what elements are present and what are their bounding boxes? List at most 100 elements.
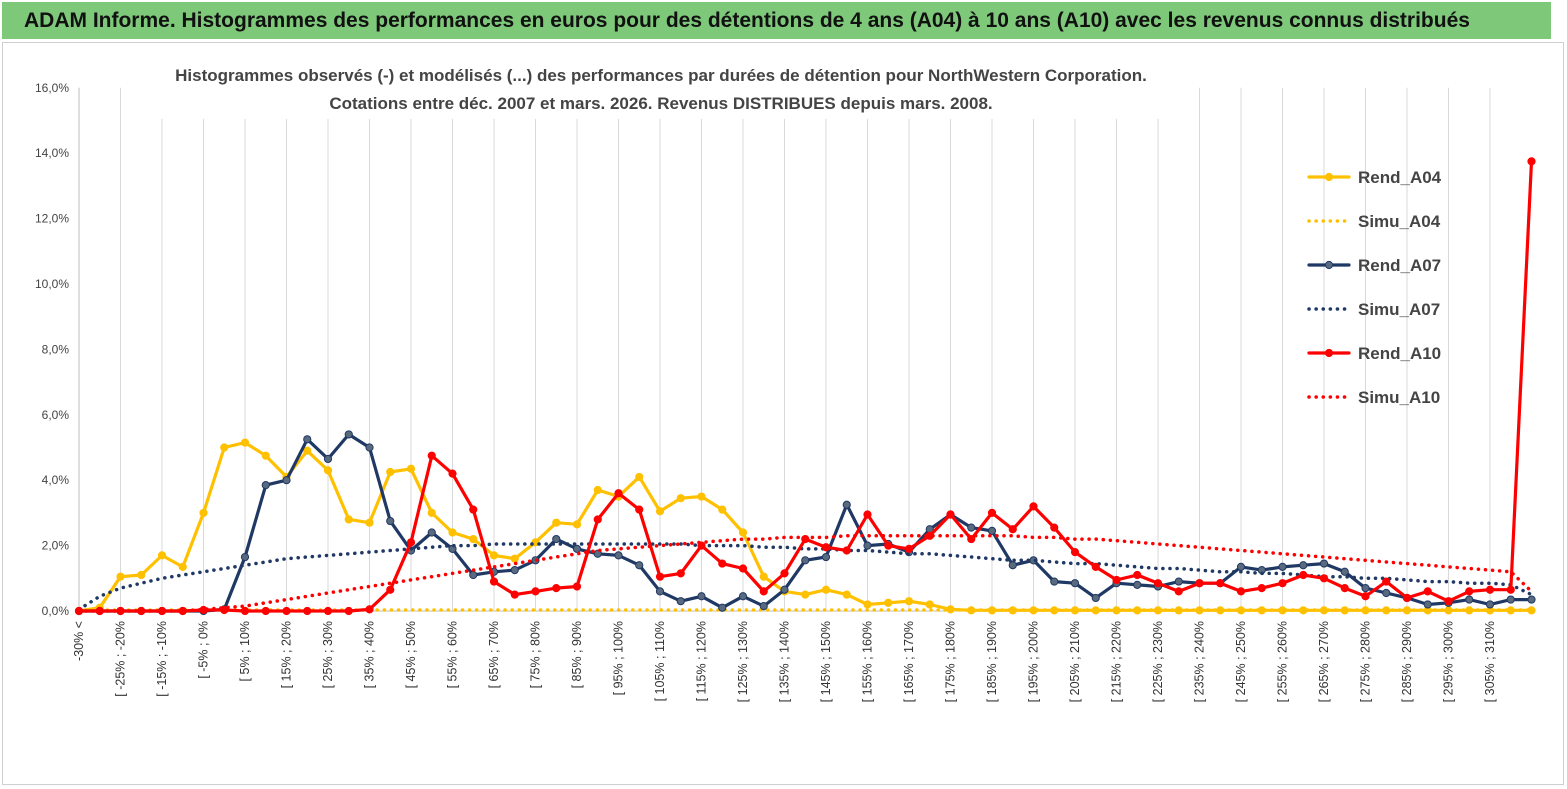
data-point-rend_a10 [655,572,665,581]
data-point-rend_a07 [635,561,644,570]
data-point-rend_a10 [1070,548,1080,557]
data-point-rend_a04 [240,438,250,447]
y-tick-label: 2,0% [42,539,70,553]
data-point-rend_a10 [863,510,872,519]
data-point-rend_a07 [427,528,436,537]
x-tick-label: [ 135% ; 140% [778,621,792,702]
x-tick-label: [ 305% ; 310% [1483,621,1497,702]
data-point-rend_a10 [1257,584,1266,593]
data-point-rend_a07 [510,566,519,575]
data-point-rend_a04 [801,590,810,599]
data-point-rend_a10 [1216,579,1225,588]
data-point-rend_a10 [489,577,499,586]
legend-marker-rend_a07 [1324,260,1334,270]
data-point-rend_a07 [469,570,478,580]
data-point-rend_a10 [1382,577,1391,586]
series-line-simu_a07 [77,542,1534,612]
data-point-rend_a04 [386,467,395,477]
y-tick-label: 0,0% [42,604,70,618]
data-point-rend_a10 [448,469,457,478]
data-point-rend_a07 [1070,579,1080,588]
data-point-rend_a07 [1299,561,1308,570]
y-tick-label: 4,0% [42,473,70,487]
chart-subtitle: Cotations entre déc. 2007 et mars. 2026.… [329,94,992,113]
x-tick-label: [ 15% ; 20% [280,621,294,688]
data-point-rend_a07 [697,592,706,601]
data-point-rend_a10 [1444,597,1453,606]
data-point-rend_a04 [738,528,748,537]
x-tick-label: [ 245% ; 250% [1234,621,1248,702]
x-tick-label: [ 215% ; 220% [1110,621,1124,702]
x-tick-label: [ 185% ; 190% [985,621,999,702]
y-tick-label: 6,0% [42,408,70,422]
data-point-rend_a04 [137,570,146,580]
data-point-rend_a07 [842,500,851,509]
data-point-rend_a10 [904,544,914,553]
x-tick-label: [ 195% ; 200% [1027,621,1041,702]
legend-label-simu_a07: Simu_A07 [1358,300,1440,319]
data-point-rend_a07 [1050,577,1059,586]
data-point-rend_a10 [1485,585,1495,594]
data-point-rend_a07 [655,587,665,596]
data-point-rend_a10 [1465,587,1474,596]
data-point-rend_a10 [406,538,416,547]
data-point-rend_a10 [1091,562,1100,571]
data-point-rend_a07 [1361,584,1370,593]
x-tick-label: -30% < [72,621,86,661]
data-point-rend_a10 [676,569,685,578]
data-point-rend_a07 [572,544,582,553]
data-point-rend_a04 [572,520,582,529]
x-tick-label: [ 85% ; 90% [570,621,584,688]
legend-label-rend_a04: Rend_A04 [1358,168,1442,187]
data-point-rend_a07 [718,603,727,612]
data-point-rend_a07 [780,585,789,594]
x-tick-label: [ 155% ; 160% [861,621,875,702]
x-tick-label: [ 235% ; 240% [1193,621,1207,702]
data-point-rend_a10 [1527,157,1536,166]
legend-marker-rend_a10 [1324,348,1334,358]
data-point-rend_a07 [821,552,831,562]
data-point-rend_a10 [1361,592,1370,601]
data-point-rend_a07 [1527,595,1536,604]
data-point-rend_a10 [531,587,540,596]
data-point-rend_a10 [1112,575,1121,585]
data-point-rend_a10 [987,508,997,517]
data-point-rend_a04 [469,534,478,544]
x-tick-label: [ 175% ; 180% [944,621,958,702]
data-point-rend_a07 [1008,561,1017,570]
data-point-rend_a10 [386,585,395,594]
x-tick-label: [ 105% ; 110% [653,621,667,701]
x-tick-label: [ 35% ; 40% [363,621,377,688]
data-point-rend_a07 [552,534,561,544]
data-point-rend_a10 [780,569,789,578]
x-tick-label: [ 145% ; 150% [819,621,833,702]
data-point-rend_a07 [676,597,685,606]
report-banner: ADAM Informe. Histogrammes des performan… [0,0,1553,41]
data-point-rend_a07 [1091,593,1100,603]
data-point-rend_a04 [344,515,353,524]
series-layer [74,157,1536,616]
x-tick-label: [ -5% ; 0% [197,621,211,679]
data-point-rend_a07 [1382,588,1391,598]
y-tick-label: 8,0% [42,342,70,356]
data-point-rend_a10 [552,584,561,593]
data-point-rend_a07 [1506,595,1515,604]
data-point-rend_a07 [365,443,374,452]
data-point-rend_a10 [884,541,893,550]
chart-title: Histogrammes observés (-) et modélisés (… [175,66,1147,85]
data-point-rend_a10 [1008,525,1017,534]
data-point-rend_a04 [406,464,416,473]
data-point-rend_a07 [1174,577,1183,586]
data-point-rend_a04 [220,443,229,452]
chart-area: 0,0% 2,0% 4,0% 6,0% 8,0% 10,0% 12,0% 14,0% 16,0%… [2,42,1564,785]
data-point-rend_a07 [323,454,333,464]
data-point-rend_a10 [365,605,374,614]
data-point-rend_a10 [759,587,768,596]
x-tick-label: [ 275% ; 280% [1359,621,1373,702]
data-point-rend_a10 [1050,523,1059,532]
data-point-rend_a10 [1340,584,1349,593]
x-tick-label: [ 125% ; 130% [736,621,750,702]
legend-label-simu_a10: Simu_A10 [1358,388,1440,407]
data-point-rend_a04 [510,554,519,563]
x-tick-label: [ 165% ; 170% [902,621,916,702]
